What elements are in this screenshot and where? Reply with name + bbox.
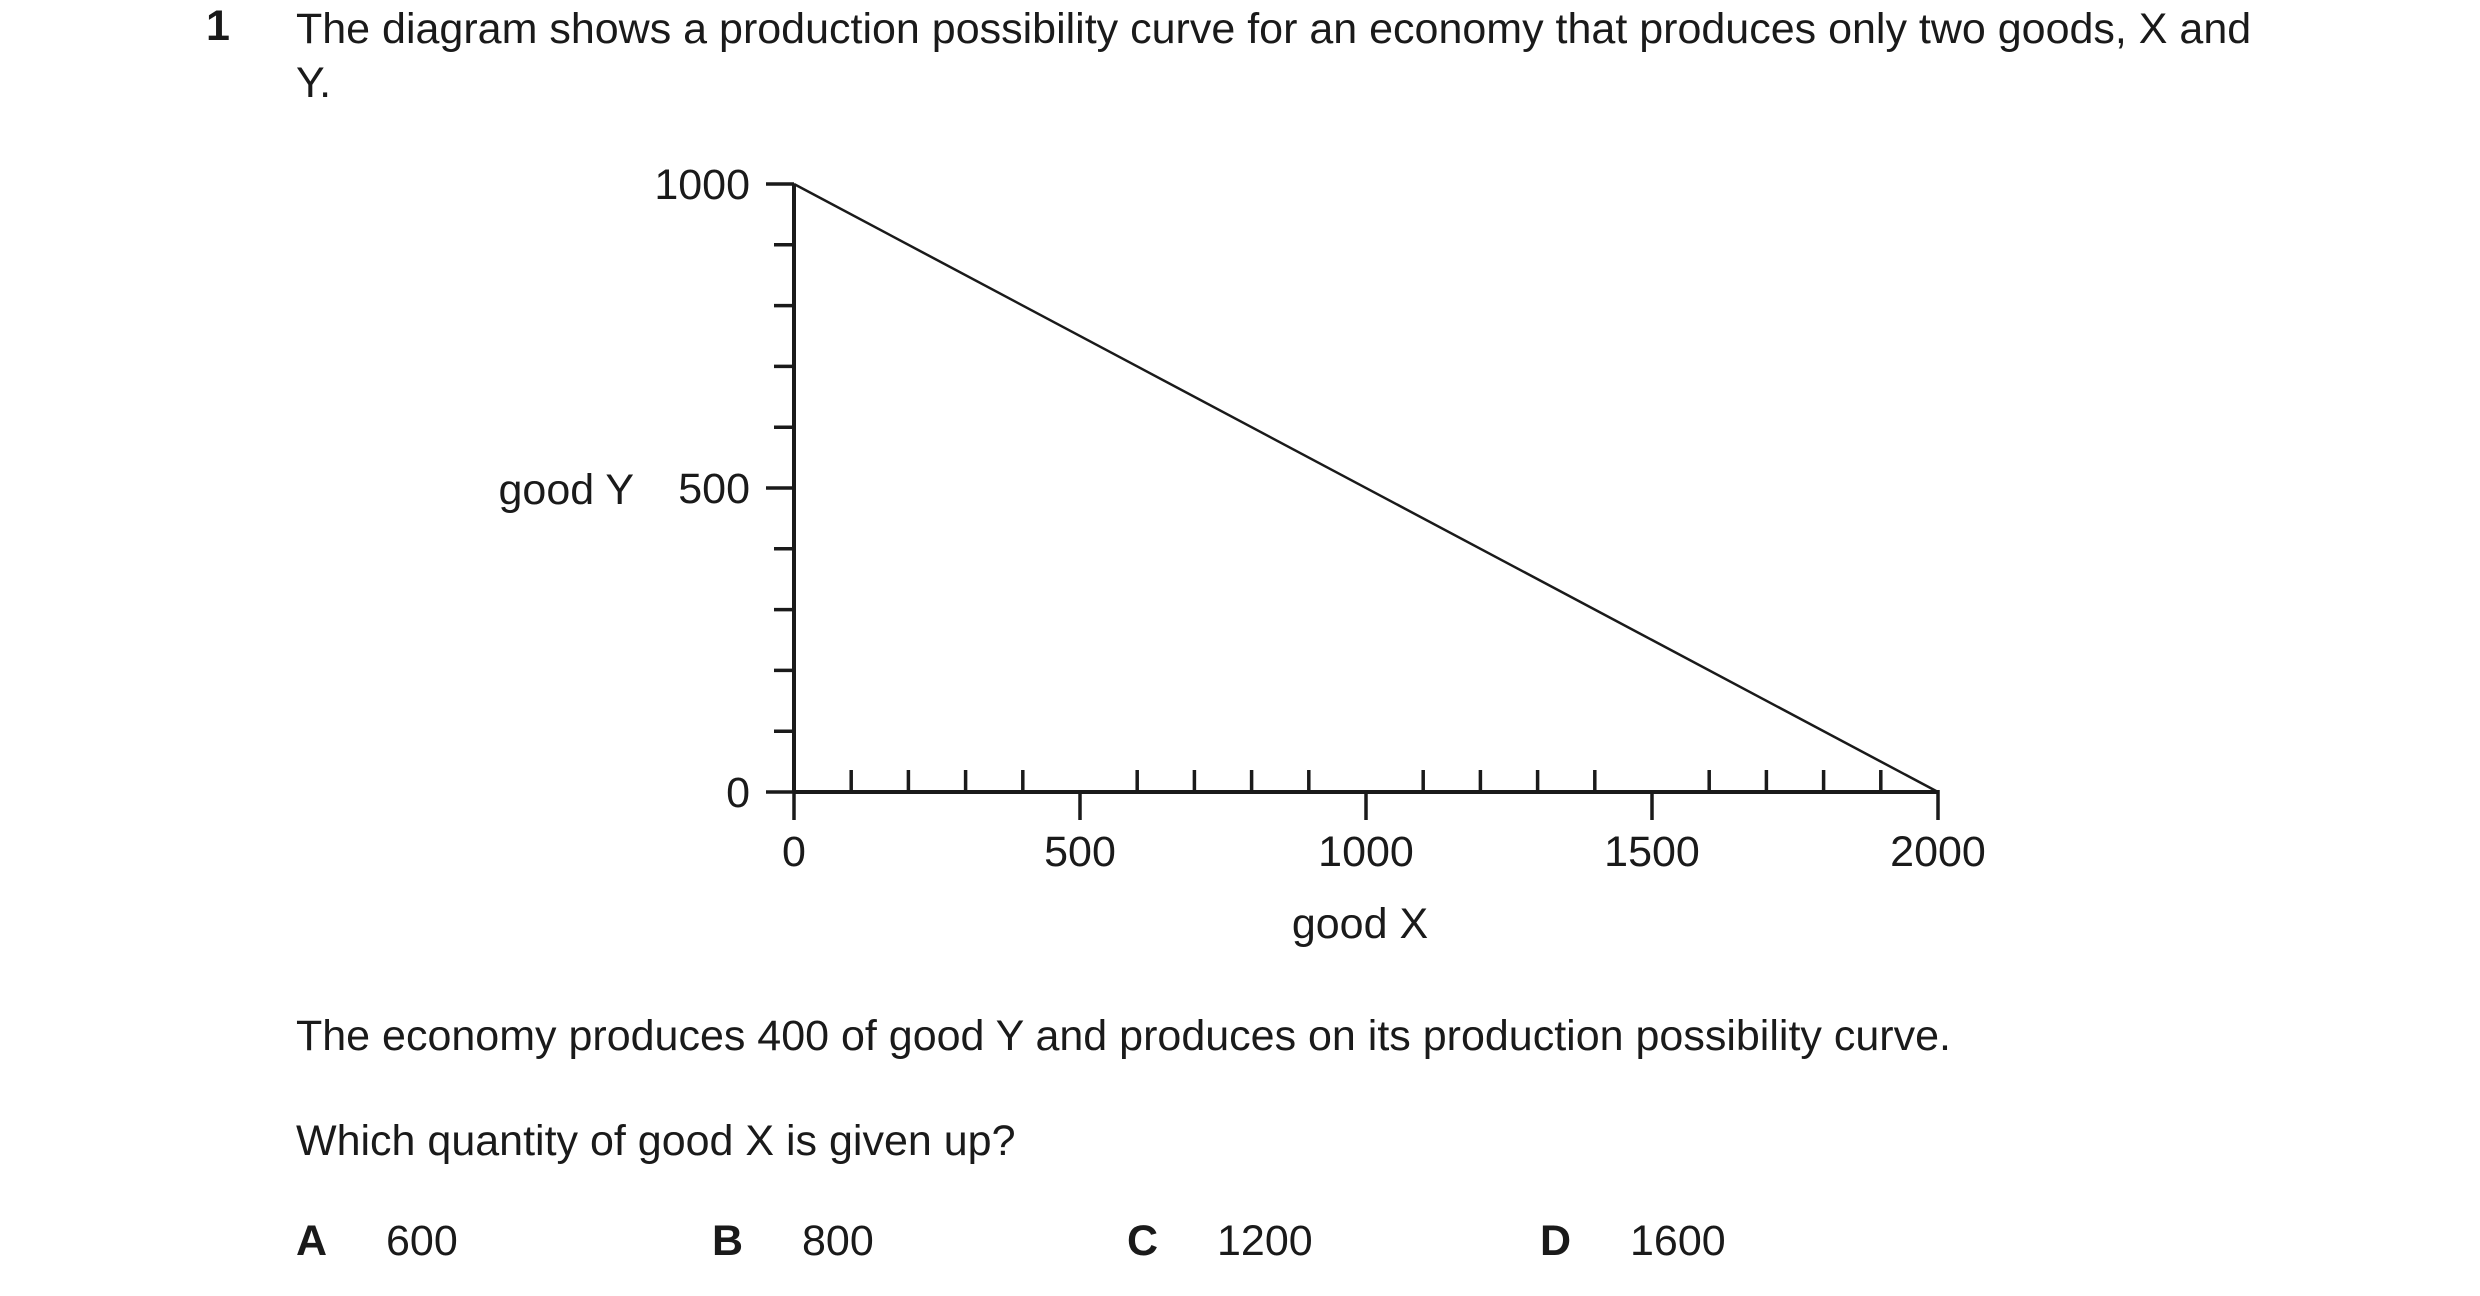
y-tick-label: 0 [726,769,750,817]
option-value: 1600 [1630,1217,1726,1265]
option-letter: B [712,1217,744,1265]
y-axis-label: good Y [498,466,634,514]
option-b[interactable]: B 800 [712,1217,874,1266]
y-tick-label: 1000 [654,161,750,209]
x-tick-label: 1500 [1604,828,1700,876]
chart-series [793,182,1939,794]
x-tick-label: 2000 [1890,828,1986,876]
option-c[interactable]: C 1200 [1127,1217,1313,1266]
x-tick-label: 0 [782,828,806,876]
question-number: 1 [206,2,230,50]
chart-tick-labels: 0 500 1000 0 500 1000 1500 2000 [654,161,1986,876]
question-intro: The diagram shows a production possibili… [296,5,2252,107]
question-prompt: Which quantity of good X is given up? [296,1117,1016,1165]
option-letter: D [1540,1217,1572,1265]
option-d[interactable]: D 1600 [1540,1217,1726,1266]
chart-ticks [766,182,1940,820]
option-value: 1200 [1217,1217,1313,1265]
question-statement: The economy produces 400 of good Y and p… [296,1012,1951,1060]
ppc-chart: 0 500 1000 0 500 1000 1500 2000 good Y good X [498,161,1986,948]
x-axis-label: good X [1292,900,1428,948]
option-value: 600 [386,1217,458,1265]
option-letter: C [1127,1217,1159,1265]
option-a[interactable]: A 600 [296,1217,458,1266]
ppc-line [793,182,1939,794]
x-tick-label: 1000 [1318,828,1414,876]
option-letter: A [296,1217,328,1265]
y-tick-label: 500 [678,465,750,513]
option-value: 800 [802,1217,874,1265]
x-tick-label: 500 [1044,828,1116,876]
